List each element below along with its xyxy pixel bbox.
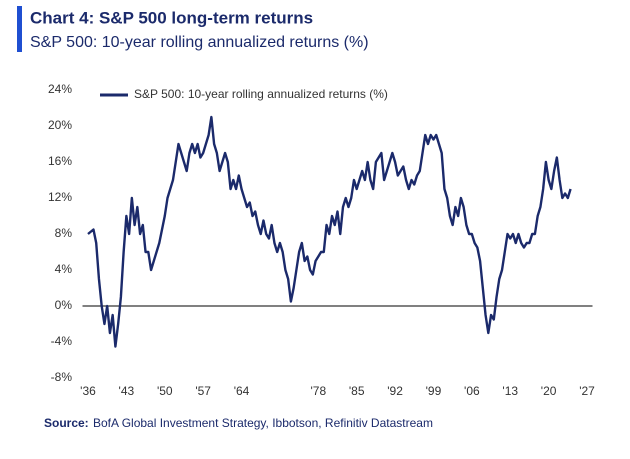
x-tick-label: '78 [310, 384, 326, 398]
title-bar [17, 6, 22, 52]
x-tick-label: '36 [80, 384, 96, 398]
x-tick-label: '92 [387, 384, 403, 398]
y-tick-label: -4% [51, 334, 73, 348]
y-tick-label: -8% [51, 370, 73, 384]
y-tick-label: 8% [55, 226, 73, 240]
x-tick-label: '27 [579, 384, 595, 398]
x-tick-label: '43 [119, 384, 135, 398]
x-tick-label: '85 [349, 384, 365, 398]
source: BofA Global Investment Strategy, Ibbotso… [93, 416, 433, 430]
chart-subtitle: S&P 500: 10-year rolling annualized retu… [30, 34, 369, 51]
y-tick-label: 20% [48, 118, 72, 132]
x-tick-label: '64 [234, 384, 250, 398]
y-tick-label: 12% [48, 190, 72, 204]
chart-title: Chart 4: S&P 500 long-term returns [30, 8, 313, 27]
x-tick-label: '57 [195, 384, 211, 398]
line [87, 115, 572, 348]
x-tick-label: '13 [502, 384, 518, 398]
x-tick-label: '99 [426, 384, 442, 398]
x-tick-label: '06 [464, 384, 480, 398]
y-tick-label: 4% [55, 262, 73, 276]
source-label: Source: [44, 416, 89, 430]
y-tick-label: 16% [48, 154, 72, 168]
y-tick-label: 24% [48, 82, 72, 96]
x-tick-label: '20 [541, 384, 557, 398]
y-tick-label: 0% [55, 298, 73, 312]
x-tick-label: '50 [157, 384, 173, 398]
legend-label: S&P 500: 10-year rolling annualized retu… [134, 87, 388, 101]
